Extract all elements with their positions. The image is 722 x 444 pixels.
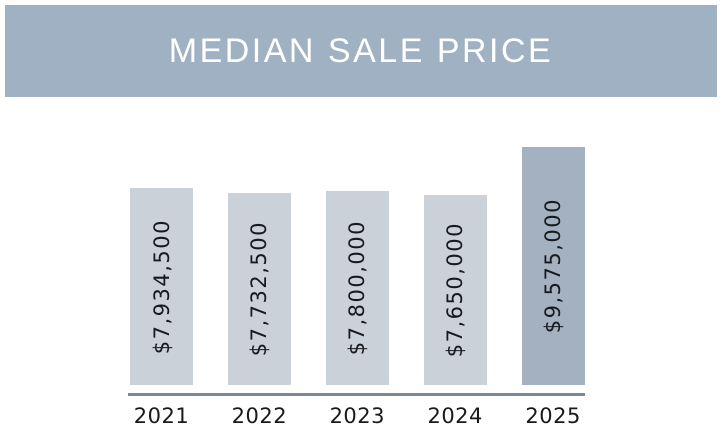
x-axis-label-2023: 2023	[329, 404, 386, 428]
bar-value-label: $7,934,500	[149, 218, 174, 355]
bar-2021: $7,934,500	[130, 188, 193, 385]
bar-2022: $7,732,500	[227, 193, 291, 385]
bar-value-label: $7,732,500	[247, 221, 272, 357]
x-axis-label-2021: 2021	[133, 404, 190, 428]
chart-title-banner: MEDIAN SALE PRICE	[5, 5, 717, 97]
bar-value-label: $7,650,000	[443, 222, 468, 358]
x-axis-label-2025: 2025	[525, 404, 581, 428]
x-axis-label-2024: 2024	[427, 404, 483, 428]
x-axis-label-2022: 2022	[231, 404, 288, 428]
x-axis-line	[128, 393, 585, 396]
bar-value-label: $7,800,000	[345, 220, 370, 356]
chart-title: MEDIAN SALE PRICE	[168, 31, 554, 70]
bar-2023: $7,800,000	[325, 191, 389, 385]
bar-2025: $9,575,000	[521, 147, 585, 385]
bar-2024: $7,650,000	[423, 195, 487, 385]
bar-value-label: $9,575,000	[541, 198, 566, 334]
